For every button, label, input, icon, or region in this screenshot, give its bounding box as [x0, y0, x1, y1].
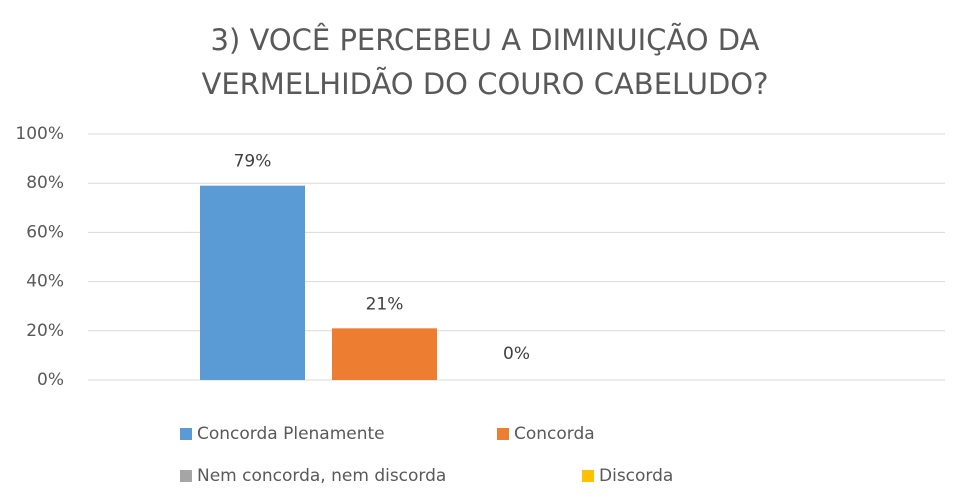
y-tick-label: 40%: [26, 272, 64, 292]
legend-label: Nem concorda, nem discorda: [197, 466, 446, 486]
legend-label: Concorda: [514, 424, 595, 444]
y-tick-label: 100%: [15, 124, 64, 144]
legend-swatch: [180, 428, 192, 440]
legend-label: Concorda Plenamente: [197, 424, 385, 444]
legend-label: Discorda: [599, 466, 673, 486]
y-tick-label: 20%: [26, 321, 64, 341]
chart-title: 3) VOCÊ PERCEBEU A DIMINUIÇÃO DA: [211, 23, 760, 57]
y-tick-label: 0%: [37, 370, 64, 390]
legend-swatch: [582, 470, 594, 482]
legend-swatch: [180, 470, 192, 482]
bar: [332, 328, 437, 380]
data-label: 0%: [503, 344, 530, 364]
data-label: 21%: [366, 294, 404, 314]
legend-swatch: [497, 428, 509, 440]
chart-title: VERMELHIDÃO DO COURO CABELUDO?: [201, 67, 768, 101]
y-tick-label: 80%: [26, 173, 64, 193]
bar: [200, 185, 305, 380]
y-tick-label: 60%: [26, 222, 64, 242]
data-label: 79%: [234, 152, 272, 172]
